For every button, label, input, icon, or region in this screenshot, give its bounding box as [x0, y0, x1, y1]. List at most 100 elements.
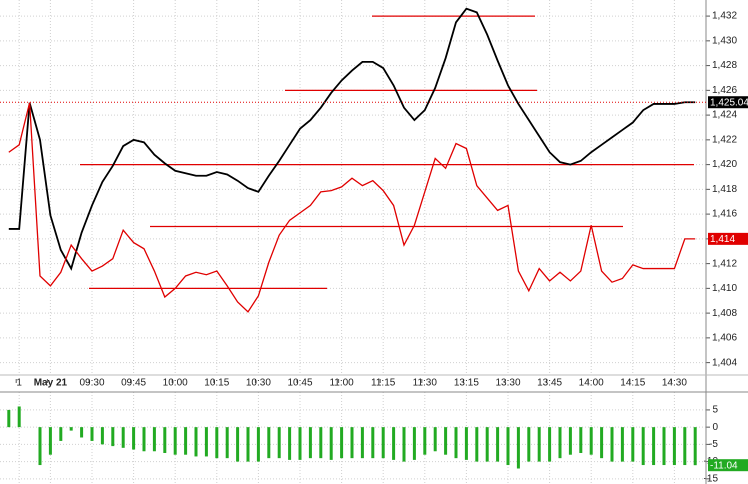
histogram-bar [329, 427, 333, 460]
histogram-bar [485, 427, 489, 462]
x-tick-label: 1 [16, 378, 22, 389]
histogram-bar [693, 427, 697, 466]
histogram-bar [444, 427, 448, 455]
histogram-bar [537, 427, 541, 462]
histogram-bar [277, 427, 281, 459]
histogram-bar [392, 427, 396, 460]
last-value-tag [708, 459, 748, 472]
histogram-bar [360, 427, 364, 459]
y-tick-label: 1,418 [712, 184, 737, 195]
histogram-bar [475, 427, 479, 462]
histogram-bar [246, 427, 250, 462]
x-tick-label: 10:00 [163, 378, 188, 389]
histogram-bar [620, 427, 624, 462]
last-value-label: 1,414 [710, 234, 735, 245]
histogram-bar [69, 427, 73, 431]
histogram-bar [610, 427, 614, 462]
last-value-tag [708, 232, 748, 245]
histogram-bar [7, 409, 11, 428]
histogram-bar [298, 427, 302, 460]
histogram-bar [506, 427, 510, 466]
histogram-bar [371, 427, 375, 459]
histogram-bar [589, 427, 593, 455]
histogram-bar [579, 427, 583, 453]
histogram-bar [267, 427, 271, 459]
y-tick-label: 1,408 [712, 308, 737, 319]
x-tick-label: 10:30 [246, 378, 271, 389]
price-line [8, 102, 696, 313]
last-value-label: 1,425.04 [710, 97, 748, 108]
histogram-bar [662, 427, 666, 466]
histogram-bar [152, 427, 156, 452]
histogram-bar [433, 427, 437, 452]
histogram-bar [402, 427, 406, 462]
x-tick-label: 13:30 [495, 378, 520, 389]
histogram-bar [652, 427, 656, 466]
x-tick-label: 14:15 [620, 378, 645, 389]
histogram-bar [672, 427, 676, 466]
histogram-bar [319, 427, 323, 459]
y-tick-label: 1,422 [712, 134, 737, 145]
x-tick-label: 09:45 [121, 378, 146, 389]
y-tick-label: 1,410 [712, 283, 737, 294]
x-tick-label: 10:15 [204, 378, 229, 389]
histogram-bar [90, 427, 94, 441]
histogram-bar [496, 427, 500, 462]
y-tick-label: 1,426 [712, 85, 737, 96]
histogram-bar [121, 427, 125, 448]
histogram-bar [173, 427, 177, 455]
histogram-bar [516, 427, 520, 469]
histogram-bar [683, 427, 687, 466]
y-tick-label: 1,430 [712, 35, 737, 46]
y-tick-label: 5 [712, 405, 718, 416]
x-tick-label: 10:45 [287, 378, 312, 389]
y-tick-label: 1,428 [712, 60, 737, 71]
histogram-bar [48, 427, 52, 455]
histogram-bar [256, 427, 260, 462]
x-tick-label: 11:00 [329, 378, 354, 389]
histogram-bar [381, 427, 385, 459]
histogram-bar [308, 427, 312, 459]
x-tick-label: 11:15 [371, 378, 396, 389]
histogram-bar [80, 427, 84, 438]
last-value-label: -11.04 [710, 460, 738, 471]
histogram-bar [38, 427, 42, 466]
histogram-bar [59, 427, 63, 441]
x-tick-label: 14:30 [662, 378, 687, 389]
last-value-tag [708, 96, 748, 109]
histogram-bar [464, 427, 468, 460]
histogram-bar [423, 427, 427, 455]
y-tick-label: 1,406 [712, 333, 737, 344]
price-line [8, 7, 696, 271]
x-tick-label: 14:00 [579, 378, 604, 389]
histogram-bar [568, 427, 572, 455]
histogram-bar [288, 427, 292, 460]
x-tick-label: May 21 [34, 378, 68, 389]
y-tick-label: -5 [709, 439, 718, 450]
histogram-bar [548, 427, 552, 462]
y-tick-label: 0 [712, 422, 718, 433]
y-tick-label: 1,416 [712, 209, 737, 220]
histogram-bar [340, 427, 344, 459]
histogram-bar [631, 427, 635, 462]
histogram-bar [454, 427, 458, 459]
histogram-bar [204, 427, 208, 457]
y-tick-label: 1,424 [712, 110, 737, 121]
histogram-bar [17, 406, 21, 428]
histogram-bar [100, 427, 104, 445]
x-tick-label: 11:30 [413, 378, 438, 389]
x-tick-label: 13:15 [454, 378, 479, 389]
histogram-bar [111, 427, 115, 447]
histogram-bar [215, 427, 219, 459]
histogram-bar [412, 427, 416, 460]
histogram-bar [641, 427, 645, 466]
y-tick-label: 1,432 [712, 11, 737, 22]
histogram-bar [527, 427, 531, 462]
histogram-bar [142, 427, 146, 452]
histogram-bar [225, 427, 229, 459]
histogram-bar [600, 427, 604, 459]
y-tick-label: -15 [704, 473, 719, 484]
